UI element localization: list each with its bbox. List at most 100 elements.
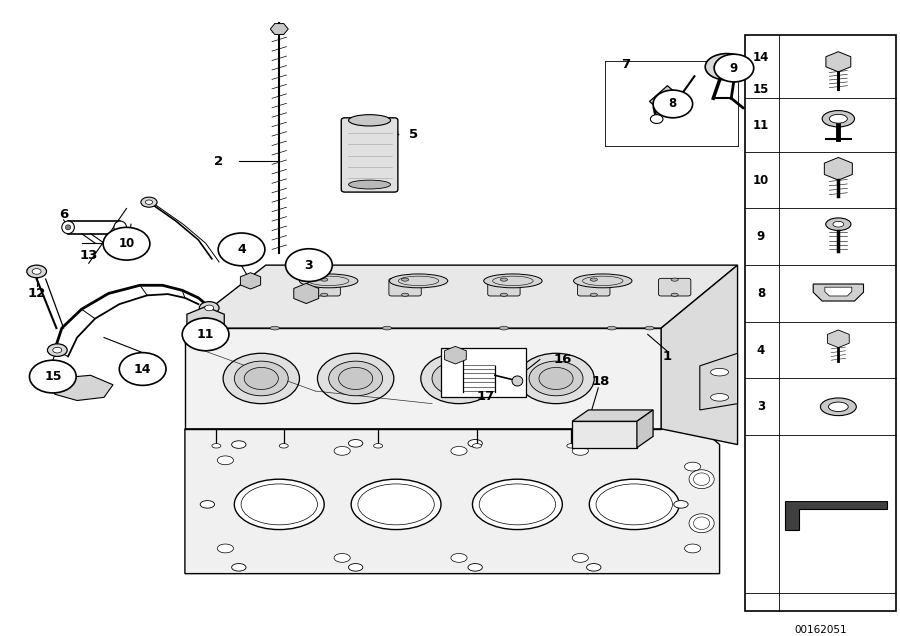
Ellipse shape: [472, 444, 482, 448]
Ellipse shape: [348, 180, 391, 189]
Text: 10: 10: [119, 237, 135, 250]
Polygon shape: [824, 158, 852, 180]
Ellipse shape: [645, 326, 654, 330]
Polygon shape: [270, 24, 288, 34]
Ellipse shape: [500, 278, 508, 281]
Text: 8: 8: [757, 287, 765, 300]
Text: 6: 6: [59, 208, 68, 221]
Ellipse shape: [823, 111, 854, 127]
Ellipse shape: [212, 444, 220, 448]
Text: 1: 1: [663, 350, 672, 363]
Polygon shape: [187, 307, 224, 337]
Polygon shape: [55, 375, 113, 401]
Ellipse shape: [382, 326, 392, 330]
Text: 4: 4: [757, 343, 765, 357]
Ellipse shape: [590, 293, 598, 296]
Ellipse shape: [483, 274, 542, 288]
Text: 13: 13: [79, 249, 98, 262]
Ellipse shape: [390, 274, 448, 288]
Ellipse shape: [50, 376, 59, 382]
Ellipse shape: [45, 372, 65, 385]
Ellipse shape: [671, 278, 679, 281]
Polygon shape: [825, 287, 851, 296]
FancyBboxPatch shape: [308, 279, 340, 296]
Polygon shape: [184, 328, 662, 429]
Circle shape: [653, 90, 693, 118]
Ellipse shape: [62, 221, 75, 233]
Polygon shape: [240, 273, 261, 289]
Polygon shape: [650, 86, 686, 117]
Ellipse shape: [401, 278, 409, 281]
Text: 10: 10: [752, 174, 769, 186]
Ellipse shape: [141, 197, 158, 207]
Text: 15: 15: [44, 370, 61, 383]
Ellipse shape: [27, 265, 47, 278]
Ellipse shape: [200, 501, 214, 508]
FancyBboxPatch shape: [341, 118, 398, 192]
Ellipse shape: [192, 326, 201, 330]
Ellipse shape: [608, 326, 616, 330]
FancyBboxPatch shape: [659, 279, 691, 296]
Ellipse shape: [567, 444, 576, 448]
Circle shape: [120, 352, 166, 385]
Ellipse shape: [685, 462, 701, 471]
Ellipse shape: [587, 563, 601, 571]
Ellipse shape: [300, 274, 358, 288]
Ellipse shape: [590, 278, 598, 281]
Text: 3: 3: [304, 259, 313, 272]
Ellipse shape: [626, 444, 634, 448]
Polygon shape: [184, 429, 720, 574]
FancyBboxPatch shape: [441, 349, 526, 398]
Ellipse shape: [146, 200, 153, 204]
Ellipse shape: [451, 446, 467, 455]
Polygon shape: [572, 421, 637, 448]
Ellipse shape: [671, 293, 679, 296]
Polygon shape: [827, 330, 850, 348]
Ellipse shape: [711, 394, 729, 401]
Ellipse shape: [328, 361, 382, 396]
Ellipse shape: [512, 376, 523, 386]
Ellipse shape: [223, 353, 300, 404]
Text: 5: 5: [410, 128, 418, 141]
Ellipse shape: [320, 278, 328, 281]
Polygon shape: [826, 52, 850, 72]
Ellipse shape: [48, 344, 68, 356]
Text: 11: 11: [752, 118, 769, 132]
Text: 12: 12: [28, 287, 46, 300]
Ellipse shape: [826, 218, 850, 230]
Ellipse shape: [318, 353, 394, 404]
Ellipse shape: [374, 444, 382, 448]
Ellipse shape: [711, 368, 729, 376]
Text: 8: 8: [669, 97, 677, 111]
Ellipse shape: [830, 114, 847, 123]
Ellipse shape: [401, 293, 409, 296]
Polygon shape: [637, 410, 653, 448]
Ellipse shape: [114, 221, 127, 233]
Ellipse shape: [587, 439, 601, 447]
Ellipse shape: [821, 398, 856, 415]
Polygon shape: [785, 501, 886, 530]
Ellipse shape: [518, 353, 594, 404]
Ellipse shape: [590, 479, 680, 530]
Ellipse shape: [451, 553, 467, 562]
FancyBboxPatch shape: [389, 279, 421, 296]
Polygon shape: [293, 284, 319, 303]
Ellipse shape: [829, 402, 848, 411]
Ellipse shape: [529, 361, 583, 396]
Ellipse shape: [231, 563, 246, 571]
Ellipse shape: [651, 114, 663, 123]
Ellipse shape: [66, 225, 71, 230]
Circle shape: [30, 360, 76, 393]
Ellipse shape: [685, 544, 701, 553]
Ellipse shape: [334, 446, 350, 455]
Circle shape: [218, 233, 265, 266]
Ellipse shape: [32, 268, 41, 274]
Ellipse shape: [715, 59, 740, 74]
Ellipse shape: [421, 353, 497, 404]
Text: 14: 14: [134, 363, 151, 375]
Ellipse shape: [338, 368, 373, 389]
Text: 2: 2: [214, 155, 223, 168]
Ellipse shape: [500, 326, 508, 330]
Polygon shape: [572, 410, 653, 421]
Text: 17: 17: [477, 390, 495, 403]
